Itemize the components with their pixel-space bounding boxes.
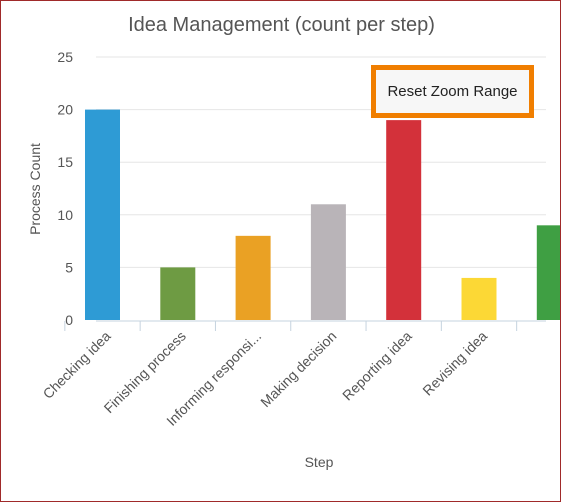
bar[interactable]: [235, 235, 271, 320]
y-tick-label: 10: [57, 207, 73, 223]
bar[interactable]: [310, 204, 346, 320]
bar[interactable]: [85, 109, 120, 320]
x-axis-label: Step: [304, 454, 334, 470]
x-tick-label: Revising idea: [419, 328, 490, 399]
x-tick-label: Reporting idea: [339, 328, 415, 404]
x-tick-label: Making decision: [257, 328, 339, 410]
bars: [85, 109, 561, 321]
reset-zoom-button[interactable]: Reset Zoom Range: [371, 65, 534, 118]
y-tick-label: 15: [57, 154, 73, 170]
chart-title: Idea Management (count per step): [128, 14, 435, 36]
y-tick-label: 0: [65, 312, 73, 328]
bar[interactable]: [160, 267, 196, 320]
y-axis-label: Process Count: [26, 143, 43, 235]
x-tick-label: Checking idea: [40, 328, 114, 402]
y-tick-label: 5: [65, 259, 73, 275]
x-tick-label: Finishing process: [101, 328, 189, 416]
bar[interactable]: [536, 225, 561, 320]
y-tick-label: 25: [57, 49, 73, 65]
bar[interactable]: [461, 277, 497, 320]
y-tick-label: 20: [57, 102, 73, 118]
bar[interactable]: [386, 120, 422, 321]
